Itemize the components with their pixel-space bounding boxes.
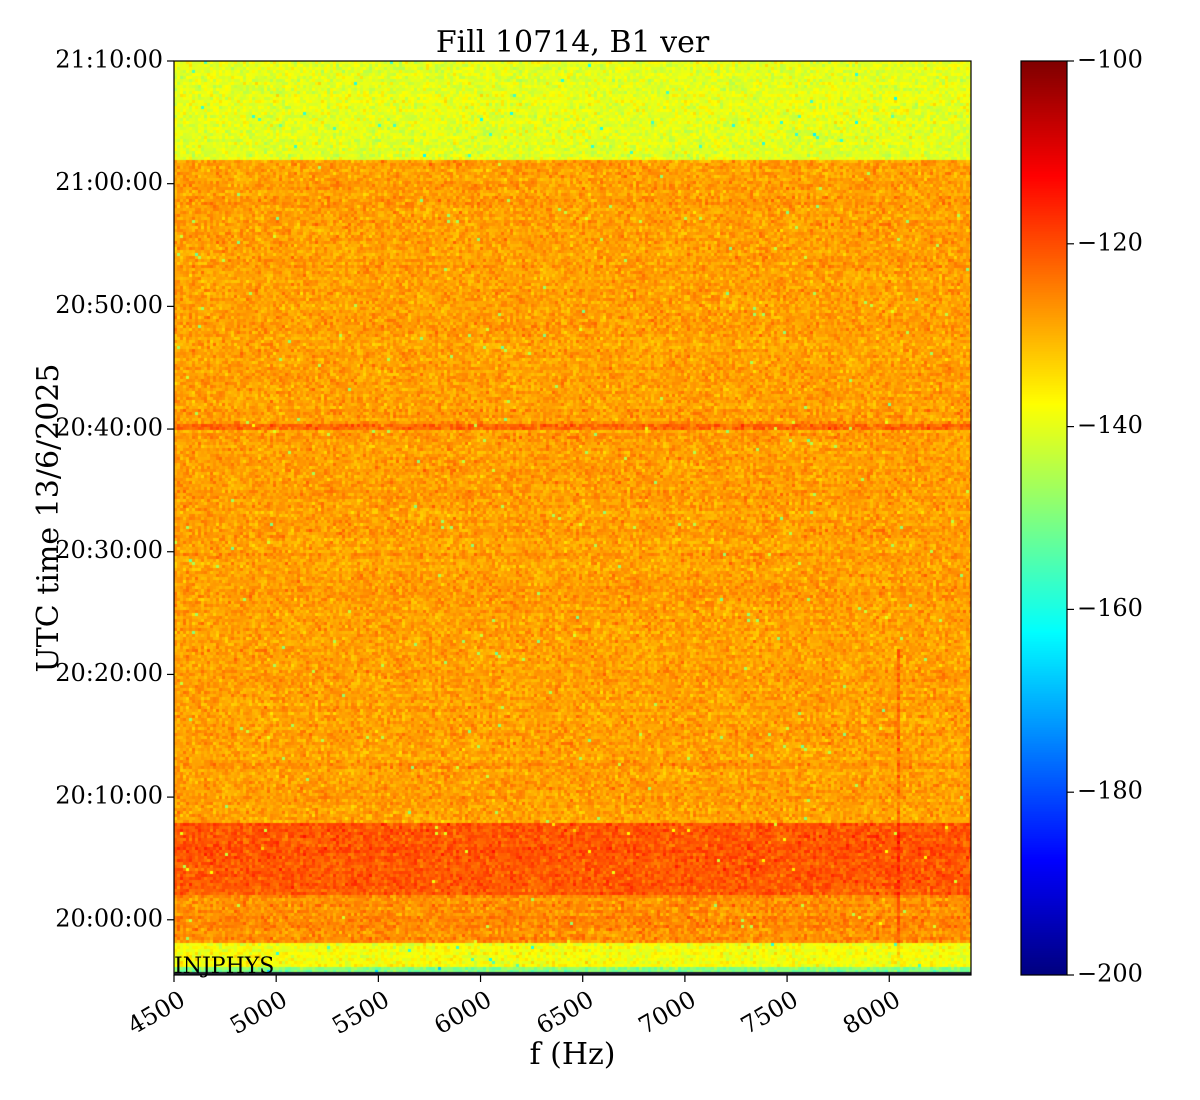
spectrogram-heatmap bbox=[174, 61, 971, 975]
plot-frame bbox=[173, 60, 972, 976]
y-tick-label: 21:00:00 bbox=[55, 168, 163, 196]
x-tick-label: 5000 bbox=[225, 985, 292, 1040]
x-tick-label: 7500 bbox=[736, 985, 803, 1040]
colorbar-tick-label: −200 bbox=[1077, 960, 1143, 988]
colorbar-tick-label: −140 bbox=[1077, 411, 1143, 439]
colorbar-tick-label: −180 bbox=[1077, 777, 1143, 805]
y-axis-ticks: 20:00:00 20:10:00 20:20:00 20:30:00 20:40:00… bbox=[55, 46, 174, 932]
x-tick-label: 5500 bbox=[327, 985, 394, 1040]
x-tick-label: 8000 bbox=[838, 985, 905, 1040]
colorbar-tick-label: −120 bbox=[1077, 228, 1143, 256]
colorbar-frame bbox=[1020, 60, 1068, 976]
y-tick-label: 20:00:00 bbox=[55, 904, 163, 932]
y-tick-label: 20:10:00 bbox=[55, 782, 163, 810]
x-tick-label: 7000 bbox=[634, 985, 701, 1040]
chart-title: Fill 10714, B1 ver bbox=[436, 25, 710, 60]
x-tick-label: 4500 bbox=[123, 985, 190, 1040]
x-axis-ticks: 4500 5000 5500 6000 6500 7000 7500 8000 bbox=[123, 975, 905, 1040]
x-tick-label: 6000 bbox=[429, 985, 496, 1040]
colorbar-ticks: −100 −120 −140 −160 −180 −200 bbox=[1067, 46, 1143, 988]
y-axis-label: UTC time 13/6/2025 bbox=[31, 364, 66, 673]
y-tick-label: 21:10:00 bbox=[55, 46, 163, 74]
colorbar-gradient bbox=[1021, 61, 1067, 975]
y-tick-label: 20:20:00 bbox=[55, 659, 163, 687]
x-tick-label: 6500 bbox=[532, 985, 599, 1040]
y-tick-label: 20:30:00 bbox=[55, 536, 163, 564]
y-tick-label: 20:50:00 bbox=[55, 291, 163, 319]
x-axis-label: f (Hz) bbox=[529, 1037, 615, 1072]
y-tick-label: 20:40:00 bbox=[55, 414, 163, 442]
colorbar-tick-label: −160 bbox=[1077, 594, 1143, 622]
colorbar-tick-label: −100 bbox=[1077, 46, 1143, 74]
